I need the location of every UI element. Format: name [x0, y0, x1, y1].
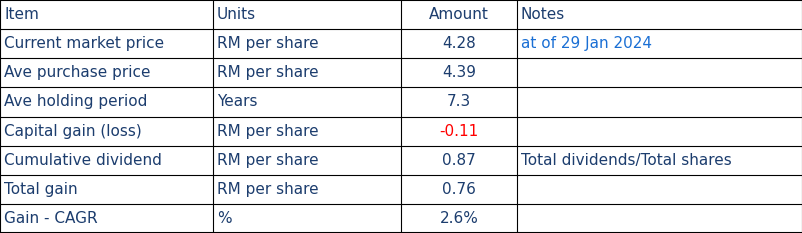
Text: Ave purchase price: Ave purchase price [4, 65, 150, 80]
Text: Amount: Amount [428, 7, 488, 22]
Text: RM per share: RM per share [217, 65, 318, 80]
Text: Years: Years [217, 94, 257, 110]
Text: RM per share: RM per share [217, 123, 318, 139]
Text: Capital gain (loss): Capital gain (loss) [4, 123, 142, 139]
Text: Item: Item [4, 7, 38, 22]
Text: RM per share: RM per share [217, 36, 318, 51]
Text: %: % [217, 211, 231, 226]
Text: Total dividends/Total shares: Total dividends/Total shares [520, 153, 731, 168]
Text: Total gain: Total gain [4, 182, 78, 197]
Text: Gain - CAGR: Gain - CAGR [4, 211, 98, 226]
Text: 0.76: 0.76 [442, 182, 476, 197]
Text: RM per share: RM per share [217, 153, 318, 168]
Text: 2.6%: 2.6% [439, 211, 478, 226]
Text: RM per share: RM per share [217, 182, 318, 197]
Text: 7.3: 7.3 [447, 94, 471, 110]
Text: Cumulative dividend: Cumulative dividend [4, 153, 162, 168]
Text: Current market price: Current market price [4, 36, 164, 51]
Text: 4.39: 4.39 [441, 65, 476, 80]
Text: Units: Units [217, 7, 256, 22]
Text: Ave holding period: Ave holding period [4, 94, 148, 110]
Text: -0.11: -0.11 [439, 123, 478, 139]
Text: 4.28: 4.28 [442, 36, 476, 51]
Text: at of 29 Jan 2024: at of 29 Jan 2024 [520, 36, 651, 51]
Text: Notes: Notes [520, 7, 565, 22]
Text: 0.87: 0.87 [442, 153, 476, 168]
